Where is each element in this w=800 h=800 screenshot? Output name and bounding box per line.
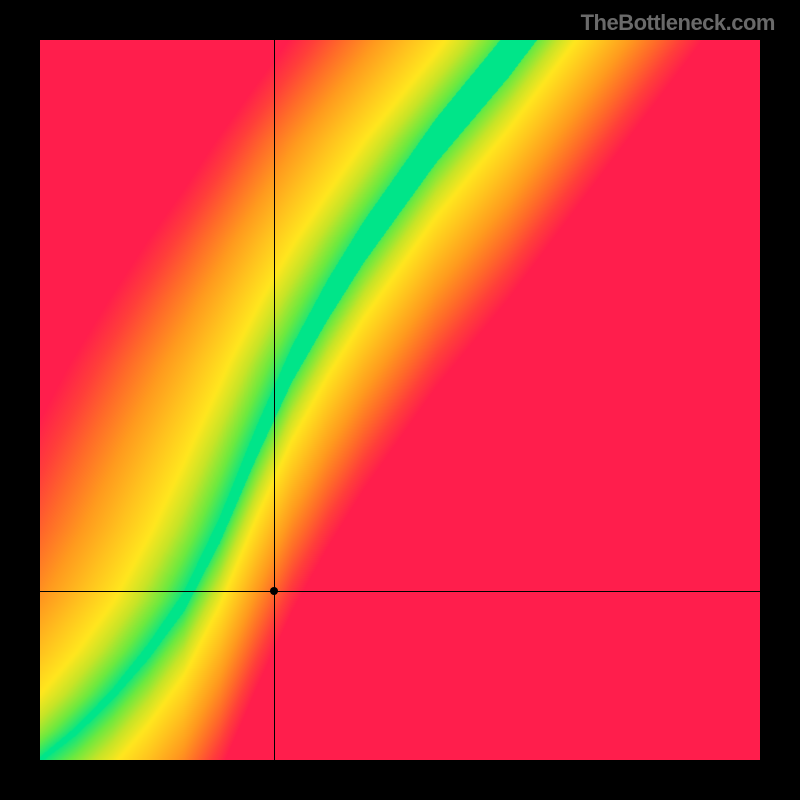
crosshair-horizontal [40, 591, 760, 592]
watermark-text: TheBottleneck.com [581, 10, 775, 36]
heatmap-plot [40, 40, 760, 760]
crosshair-dot [270, 587, 278, 595]
crosshair-vertical [274, 40, 275, 760]
chart-container: TheBottleneck.com [0, 0, 800, 800]
heatmap-canvas [40, 40, 760, 760]
